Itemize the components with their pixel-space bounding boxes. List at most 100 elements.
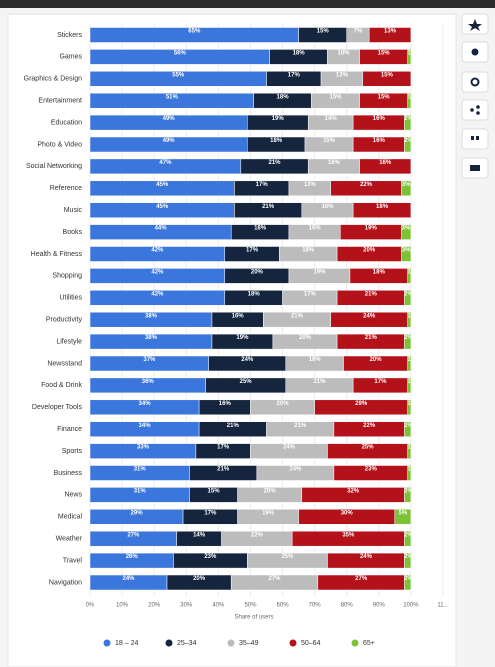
bar-segment <box>407 355 412 372</box>
x-tick-label: 20% <box>148 603 161 609</box>
data-label: 20% <box>251 269 264 275</box>
sidebar <box>461 13 489 179</box>
legend-label: 50–64 <box>301 640 321 647</box>
data-label: 24% <box>289 467 302 473</box>
data-label: 38% <box>145 335 158 341</box>
bar-segment <box>407 377 412 394</box>
data-label: 17% <box>288 72 301 78</box>
y-tick-label: Medical <box>58 514 83 521</box>
data-label: 44% <box>155 226 168 232</box>
data-label: 20% <box>277 401 290 407</box>
data-label: 24% <box>360 554 373 560</box>
data-label: 19% <box>365 226 378 232</box>
data-label: 0% <box>411 160 420 166</box>
data-label: 56% <box>174 50 187 56</box>
data-label: 16% <box>373 138 386 144</box>
y-tick-label: Photo & Video <box>37 141 82 148</box>
bar-segment <box>407 49 412 65</box>
bar-segment <box>407 443 412 459</box>
data-label: 26% <box>126 554 139 560</box>
bar-segment <box>394 509 412 525</box>
y-tick-label: Shopping <box>52 273 82 280</box>
gear-icon <box>470 77 480 87</box>
data-label: 25% <box>281 554 294 560</box>
legend-marker <box>289 639 297 647</box>
data-label: 10% <box>338 50 351 56</box>
data-label: 15% <box>378 50 391 56</box>
y-tick-label: Graphics & Design <box>24 76 82 83</box>
y-tick-label: Weather <box>56 536 83 543</box>
y-tick-label: Games <box>59 54 82 61</box>
print-icon <box>470 165 480 171</box>
data-label: 18% <box>254 226 267 232</box>
data-label: 1% <box>407 379 416 385</box>
data-label: 27% <box>355 576 368 582</box>
data-label: 0% <box>411 204 420 210</box>
data-label: 20% <box>264 488 277 494</box>
data-label: 5% <box>399 510 408 516</box>
data-label: 14% <box>193 532 206 538</box>
data-label: 24% <box>363 313 376 319</box>
data-label: 17% <box>374 379 387 385</box>
data-label: 15% <box>208 488 221 494</box>
data-label: 15% <box>317 29 330 35</box>
share-button[interactable] <box>461 99 489 121</box>
data-label: 42% <box>151 269 164 275</box>
data-label: 13% <box>336 72 349 78</box>
data-label: 37% <box>143 357 156 363</box>
data-label: 2% <box>404 291 413 297</box>
bar-segment <box>401 224 412 240</box>
data-label: 13% <box>304 182 317 188</box>
bar-segment <box>404 290 412 306</box>
bar-segment <box>352 202 412 218</box>
y-tick-label: Lifestyle <box>56 338 82 345</box>
bar-segment <box>407 311 412 328</box>
data-label: 65% <box>188 29 201 35</box>
data-label: 27% <box>127 532 140 538</box>
data-label: 17% <box>217 445 230 451</box>
cite-button[interactable] <box>461 128 489 150</box>
data-label: 3% <box>402 248 411 254</box>
x-axis-title: Share of users <box>234 615 273 621</box>
data-label: 24% <box>123 576 136 582</box>
bell-icon <box>471 48 479 56</box>
data-label: 16% <box>321 204 334 210</box>
data-label: 2% <box>404 138 413 144</box>
data-label: 18% <box>248 291 261 297</box>
data-label: 19% <box>272 116 285 122</box>
legend-label: 25–34 <box>177 640 197 647</box>
data-label: 1% <box>407 269 416 275</box>
data-label: 21% <box>365 335 378 341</box>
data-label: 30% <box>341 510 354 516</box>
data-label: 21% <box>294 423 307 429</box>
data-label: 18% <box>302 248 315 254</box>
y-tick-label: Utilities <box>59 295 82 302</box>
y-tick-label: Developer Tools <box>32 404 83 411</box>
bar-segment <box>359 158 412 175</box>
bar-segment <box>401 246 412 262</box>
data-label: 24% <box>241 357 254 363</box>
bar-segment <box>407 92 412 109</box>
x-tick-label: 60% <box>277 603 290 609</box>
bar-segment <box>407 399 412 416</box>
data-label: 18% <box>309 357 322 363</box>
bar-segment <box>404 487 412 503</box>
bar-segment <box>404 552 412 569</box>
x-tick-label: 0% <box>86 603 95 609</box>
settings-button[interactable] <box>461 71 489 93</box>
data-label: 15% <box>329 94 342 100</box>
data-label: 0% <box>411 72 420 78</box>
x-tick-label: 90% <box>373 603 386 609</box>
data-label: 45% <box>156 204 169 210</box>
data-label: 19% <box>313 269 326 275</box>
x-tick-label: 80% <box>341 603 354 609</box>
data-label: 19% <box>236 335 249 341</box>
data-label: 1% <box>407 445 416 451</box>
data-label: 21% <box>291 313 304 319</box>
y-tick-label: Productivity <box>46 317 83 324</box>
y-tick-label: Finance <box>57 426 82 433</box>
data-label: 23% <box>204 554 217 560</box>
share-icon <box>476 111 480 115</box>
data-label: 42% <box>151 248 164 254</box>
